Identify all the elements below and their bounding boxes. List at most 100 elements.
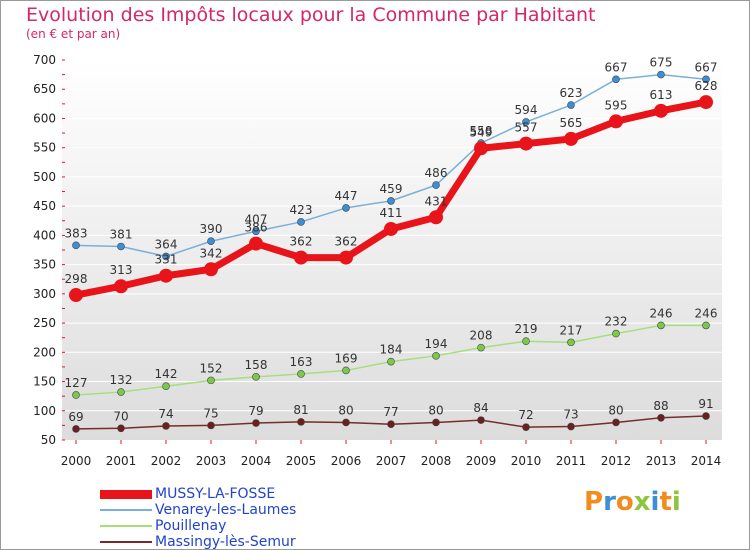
series-point-2 <box>612 329 620 338</box>
y-tick-label: 250 <box>33 316 56 330</box>
data-label-1: 407 <box>245 212 268 226</box>
series-point-3 <box>432 418 440 427</box>
series-point-3 <box>342 418 350 427</box>
data-label-1: 364 <box>155 237 178 251</box>
x-tick-label: 2010 <box>511 454 542 468</box>
data-label-3: 81 <box>293 403 308 417</box>
x-tick-label: 2011 <box>556 454 587 468</box>
data-label-3: 77 <box>383 405 398 419</box>
series-point-2 <box>477 343 485 352</box>
x-tick-label: 2007 <box>376 454 407 468</box>
data-label-2: 208 <box>470 329 493 343</box>
data-label-0: 386 <box>245 221 268 235</box>
series-point-2 <box>567 338 575 347</box>
data-label-0: 565 <box>560 116 583 130</box>
x-tick-label: 2006 <box>331 454 362 468</box>
data-label-0: 331 <box>155 253 178 267</box>
series-point-3 <box>162 422 170 430</box>
data-label-0: 613 <box>650 88 673 102</box>
data-label-2: 127 <box>65 376 88 390</box>
data-label-3: 91 <box>698 397 713 411</box>
data-label-0: 628 <box>695 79 718 93</box>
series-point-3 <box>477 416 485 424</box>
data-label-1: 383 <box>65 226 88 240</box>
data-label-2: 152 <box>200 361 223 375</box>
data-label-0: 362 <box>290 235 313 249</box>
series-point-3 <box>567 422 575 431</box>
logo-letter: P <box>584 487 604 517</box>
data-label-1: 667 <box>695 60 718 74</box>
data-label-3: 80 <box>608 403 623 417</box>
legend-item-massingy: Massingy-lès-Semur <box>100 534 296 550</box>
logo-letter: i <box>650 487 660 517</box>
y-tick-label: 400 <box>33 228 56 242</box>
data-label-1: 423 <box>290 203 313 217</box>
series-point-3 <box>702 412 710 420</box>
data-label-3: 88 <box>653 399 668 413</box>
series-point-2 <box>207 376 215 385</box>
data-label-3: 69 <box>68 410 83 424</box>
series-point-1 <box>117 242 125 251</box>
series-point-2 <box>432 352 440 360</box>
series-point-1 <box>252 227 260 236</box>
data-label-2: 158 <box>245 358 268 372</box>
legend-swatch-mussy <box>100 489 152 499</box>
y-tick-label: 450 <box>33 199 56 213</box>
y-tick-label: 150 <box>33 375 56 389</box>
series-point-3 <box>207 421 215 430</box>
logo-letter: o <box>615 487 634 517</box>
series-point-0 <box>114 279 128 294</box>
legend-label-pouillenay: Pouillenay <box>155 518 227 534</box>
series-point-2 <box>702 321 710 330</box>
y-tick-label: 550 <box>33 141 56 155</box>
y-tick-label: 200 <box>33 345 56 359</box>
x-axis: 2000 2001 2002 2003 2004 2005 2006 2007 2008 2009… <box>61 440 721 468</box>
data-label-2: 194 <box>425 337 448 351</box>
proxiti-logo: Proxiti <box>584 487 681 517</box>
y-tick-label: 600 <box>33 111 56 125</box>
x-tick-label: 2001 <box>106 454 137 468</box>
series-point-0 <box>339 250 353 265</box>
series-point-1 <box>612 75 620 84</box>
legend-label-massingy: Massingy-lès-Semur <box>155 534 296 550</box>
data-label-1: 459 <box>380 182 403 196</box>
data-label-1: 486 <box>425 166 448 180</box>
data-label-2: 142 <box>155 367 178 381</box>
data-label-0: 342 <box>200 246 223 260</box>
series-point-3 <box>612 418 620 427</box>
y-axis: 50 100 150 200 250 300 350 400 450 500 550 600 650 70… <box>33 53 65 447</box>
data-label-2: 246 <box>695 306 718 320</box>
data-label-3: 74 <box>158 407 173 421</box>
series-point-3 <box>252 419 260 427</box>
series-point-2 <box>657 321 665 330</box>
series-point-3 <box>297 418 305 426</box>
series-point-3 <box>522 423 530 431</box>
chart-subtitle: (en € et par an) <box>26 27 121 41</box>
data-label-0: 431 <box>425 194 448 208</box>
series-point-0 <box>204 262 218 277</box>
series-point-2 <box>387 357 395 366</box>
logo-letter: i <box>671 487 681 517</box>
y-tick-label: 500 <box>33 170 56 184</box>
series-point-3 <box>657 413 665 422</box>
data-label-3: 80 <box>338 403 353 417</box>
data-label-2: 219 <box>515 322 538 336</box>
series-layer <box>69 70 713 433</box>
data-label-3: 84 <box>473 401 488 415</box>
series-point-1 <box>567 101 575 109</box>
series-point-1 <box>342 204 350 212</box>
x-tick-label: 2012 <box>601 454 632 468</box>
series-point-1 <box>702 75 710 84</box>
series-point-2 <box>162 382 170 391</box>
legend-item-venarey: Venarey-les-Laumes <box>100 502 296 518</box>
data-label-0: 298 <box>65 272 88 286</box>
data-label-0: 557 <box>515 121 538 135</box>
data-label-1: 623 <box>560 86 583 100</box>
data-label-0: 313 <box>110 263 133 277</box>
series-point-2 <box>522 337 530 346</box>
data-label-1: 447 <box>335 189 358 203</box>
series-point-2 <box>252 373 260 381</box>
data-label-1: 381 <box>110 227 133 241</box>
data-label-3: 73 <box>563 408 578 422</box>
data-label-0: 549 <box>470 125 493 139</box>
